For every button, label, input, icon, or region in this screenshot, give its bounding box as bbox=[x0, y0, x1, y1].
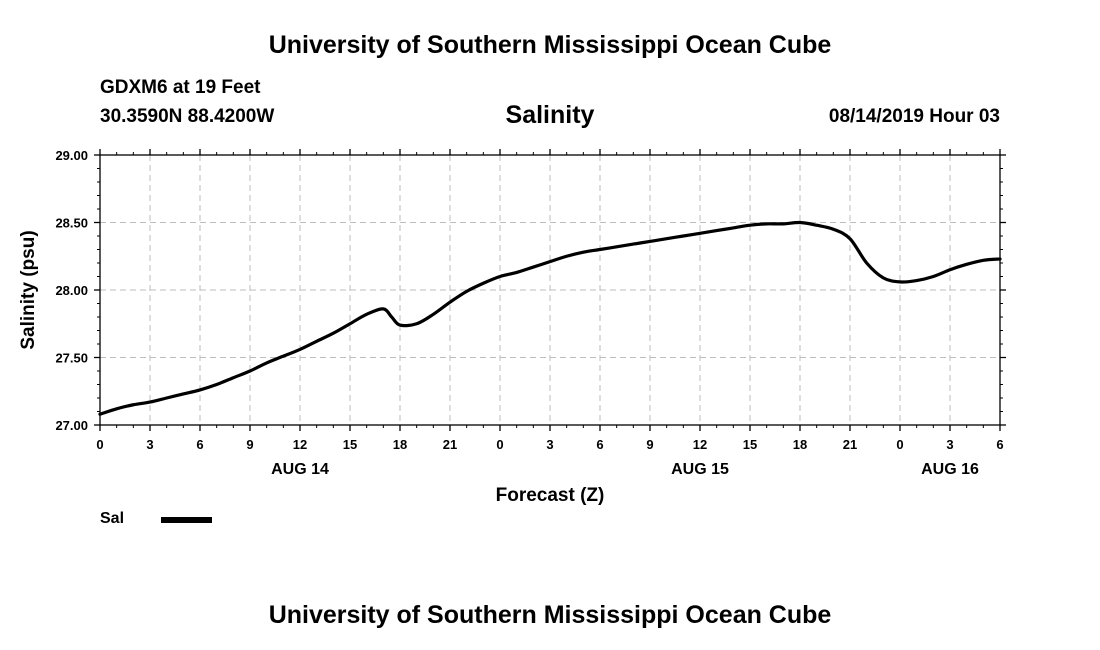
page-title: University of Southern Mississippi Ocean… bbox=[268, 31, 832, 59]
x-tick-label: 12 bbox=[293, 437, 307, 452]
coordinates-label: 30.3590N 88.4200W bbox=[100, 106, 275, 127]
footer-title: University of Southern Mississippi Ocean… bbox=[268, 601, 832, 629]
x-axis-label: Forecast (Z) bbox=[496, 485, 605, 506]
x-tick-label: 0 bbox=[496, 437, 503, 452]
x-tick-label: 6 bbox=[596, 437, 603, 452]
x-tick-label: 3 bbox=[946, 437, 953, 452]
y-tick-label: 28.00 bbox=[55, 283, 88, 298]
station-label: GDXM6 at 19 Feet bbox=[100, 77, 261, 98]
y-axis-label: Salinity (psu) bbox=[18, 230, 39, 349]
x-tick-label: 15 bbox=[743, 437, 757, 452]
date-label: AUG 16 bbox=[921, 461, 979, 478]
date-label: AUG 15 bbox=[671, 461, 729, 478]
y-tick-label: 28.50 bbox=[55, 216, 88, 231]
x-tick-label: 9 bbox=[246, 437, 253, 452]
x-tick-label: 18 bbox=[793, 437, 807, 452]
x-tick-label: 18 bbox=[393, 437, 407, 452]
y-tick-label: 27.50 bbox=[55, 351, 88, 366]
x-tick-label: 3 bbox=[146, 437, 153, 452]
legend-swatch bbox=[161, 517, 212, 523]
x-tick-label: 15 bbox=[343, 437, 357, 452]
series-line-sal bbox=[98, 220, 1002, 416]
x-tick-label: 3 bbox=[546, 437, 553, 452]
legend-label: Sal bbox=[100, 510, 125, 527]
x-tick-label: 6 bbox=[196, 437, 203, 452]
x-tick-label: 0 bbox=[96, 437, 103, 452]
forecast-datetime: 08/14/2019 Hour 03 bbox=[828, 106, 1000, 127]
x-tick-label: 6 bbox=[996, 437, 1003, 452]
x-tick-label: 12 bbox=[693, 437, 707, 452]
date-label: AUG 14 bbox=[271, 461, 329, 478]
y-tick-label: 29.00 bbox=[55, 148, 88, 163]
x-tick-label: 0 bbox=[896, 437, 903, 452]
x-tick-label: 21 bbox=[843, 437, 857, 452]
x-tick-label: 21 bbox=[443, 437, 457, 452]
y-tick-label: 27.00 bbox=[55, 418, 88, 433]
x-tick-label: 9 bbox=[646, 437, 653, 452]
chart-title: Salinity bbox=[505, 101, 595, 129]
